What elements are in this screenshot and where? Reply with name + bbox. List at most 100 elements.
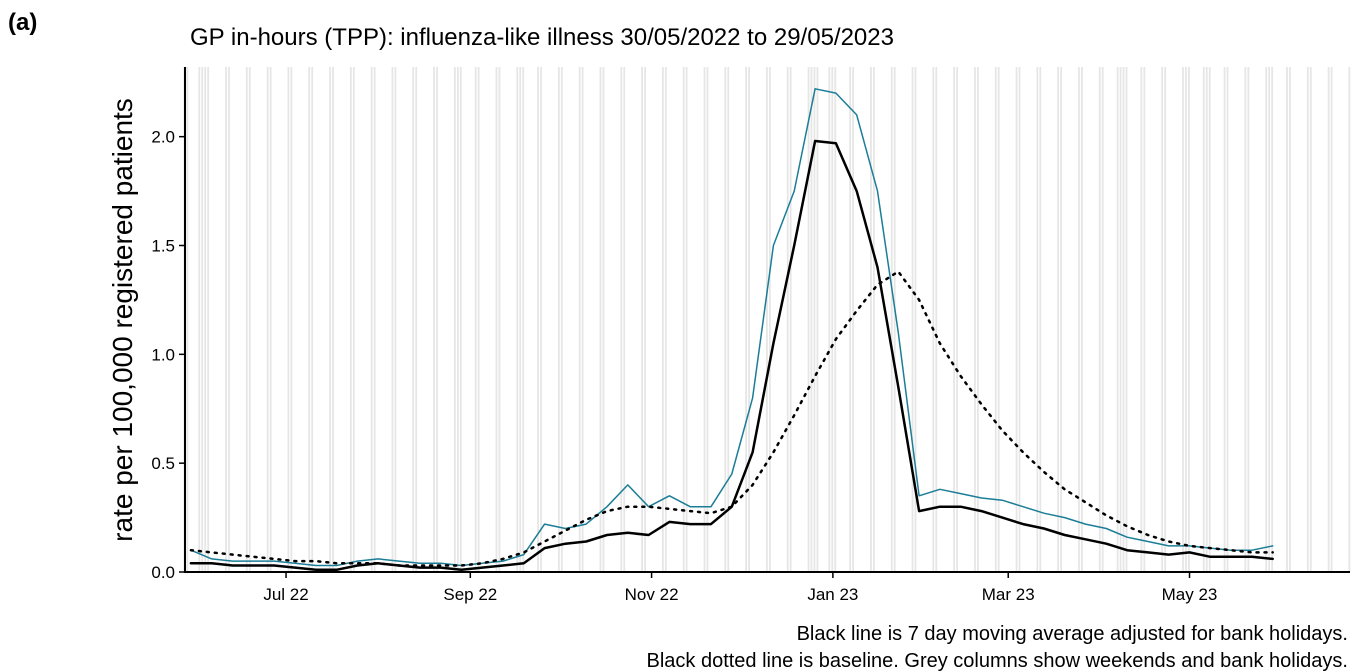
weekend-column: [1348, 67, 1351, 572]
weekend-column: [1268, 67, 1271, 572]
series-line: [189, 270, 1274, 567]
plot: [189, 88, 1274, 572]
weekend-column: [935, 67, 938, 572]
weekend-column: [581, 67, 584, 572]
weekend-column: [1140, 67, 1143, 572]
weekend-column: [537, 67, 539, 572]
weekend-column: [807, 67, 810, 572]
weekend-column: [1327, 67, 1330, 572]
bank-holiday-column: [813, 67, 816, 572]
weekend-column: [1205, 67, 1208, 572]
weekend-column: [1081, 67, 1083, 572]
series-line: [190, 88, 1274, 567]
weekend-column: [207, 67, 210, 572]
y-tick-label: 0.5: [151, 454, 175, 473]
weekend-column: [620, 67, 623, 572]
weekend-column: [269, 67, 272, 572]
weekend-column: [474, 67, 477, 572]
bank-holiday-column: [1271, 67, 1274, 572]
weekend-column: [352, 67, 355, 572]
bank-holiday-column: [816, 67, 819, 572]
weekend-column: [1330, 67, 1333, 572]
weekend-column: [831, 67, 834, 572]
bank-holiday-column: [834, 67, 837, 572]
weekend-column: [932, 67, 935, 572]
weekend-column: [290, 67, 293, 572]
bank-holiday-column: [198, 67, 201, 572]
weekend-column: [186, 67, 189, 572]
weekend-column: [1015, 67, 1018, 572]
weekend-column: [1036, 67, 1039, 572]
weekend-column: [789, 67, 792, 572]
weekend-column: [415, 67, 418, 572]
weekend-column: [287, 67, 290, 572]
weekend-column: [1289, 67, 1291, 572]
weekend-column: [1286, 67, 1288, 572]
weekend-column: [1223, 67, 1226, 572]
weekend-column: [204, 67, 207, 572]
weekend-column: [311, 67, 314, 572]
weekend-column: [727, 67, 730, 572]
weekend-column: [956, 67, 959, 572]
x-tick-label: Jul 22: [263, 585, 308, 604]
weekend-column: [519, 67, 522, 572]
weekend-column: [745, 67, 747, 572]
weekend-column: [495, 67, 498, 572]
weekend-column: [1182, 67, 1184, 572]
weekend-column: [1202, 67, 1205, 572]
weekend-column: [911, 67, 914, 572]
weekend-column: [349, 67, 352, 572]
weekend-column: [828, 67, 831, 572]
weekend-column: [644, 67, 646, 572]
weekend-column: [786, 67, 789, 572]
note: Black line is 7 day moving average adjus…: [797, 623, 1348, 645]
bank-holiday-column: [1188, 67, 1190, 572]
weekend-column: [1101, 67, 1104, 572]
weekend-column: [266, 67, 269, 572]
panel-label: (a): [8, 9, 37, 36]
weekend-column: [412, 67, 415, 572]
weekend-column: [685, 67, 688, 572]
bank-holiday-column: [1208, 67, 1211, 572]
weekend-column: [1226, 67, 1229, 572]
y-tick-label: 0.0: [151, 563, 175, 582]
weekend-column: [1039, 67, 1042, 572]
weekend-column: [1078, 67, 1080, 572]
x-tick-label: Sep 22: [443, 585, 497, 604]
weekend-column: [1247, 67, 1250, 572]
weekend-column: [453, 67, 456, 572]
weekend-column: [1164, 67, 1167, 572]
y-tick-label: 1.5: [151, 236, 175, 255]
bank-holiday-column: [201, 67, 204, 572]
weekend-column: [914, 67, 917, 572]
weekend-column: [248, 67, 251, 572]
weekend-column: [391, 67, 394, 572]
weekend-column: [599, 67, 602, 572]
weekend-column: [477, 67, 480, 572]
weekend-column: [329, 67, 331, 572]
weekend-column: [870, 67, 872, 572]
weekend-column: [1265, 67, 1268, 572]
y-tick-label: 2.0: [151, 128, 175, 147]
weekend-column: [641, 67, 643, 572]
note: Black dotted line is baseline. Grey colu…: [646, 650, 1348, 672]
weekend-column: [433, 67, 435, 572]
weekend-column: [557, 67, 560, 572]
weekend-column: [873, 67, 875, 572]
weekend-column: [974, 67, 976, 572]
weekend-column: [370, 67, 373, 572]
weekend-column: [436, 67, 438, 572]
bank-holiday-column: [459, 67, 462, 572]
weekend-column: [1060, 67, 1063, 572]
weekend-column: [766, 67, 768, 572]
weekend-column: [560, 67, 563, 572]
weekend-column: [1309, 67, 1312, 572]
weekend-column: [602, 67, 605, 572]
weekend-column: [1143, 67, 1146, 572]
weekend-column: [997, 67, 1000, 572]
weekend-column: [578, 67, 581, 572]
weekend-column: [994, 67, 997, 572]
weekend-column: [225, 67, 227, 572]
weekend-column: [703, 67, 706, 572]
